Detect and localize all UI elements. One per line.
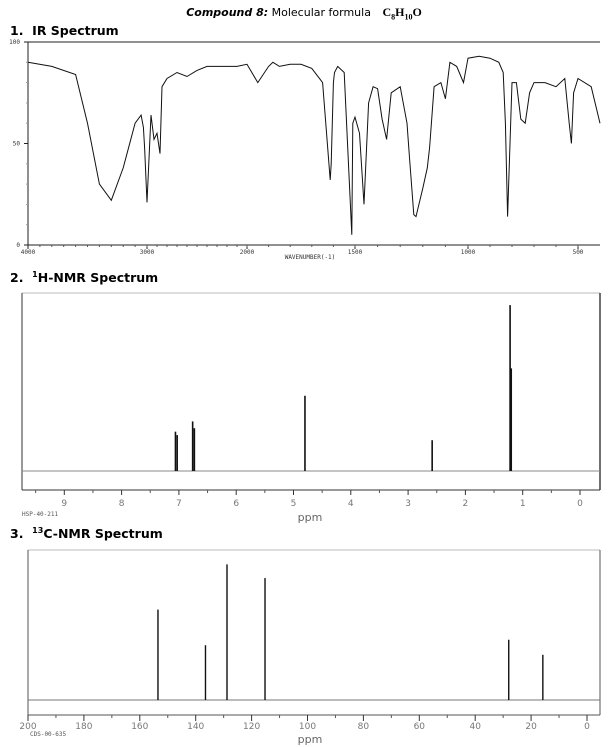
svg-text:1: 1 <box>520 499 526 509</box>
molecular-formula: C8H10O <box>382 5 422 22</box>
cnmr-peaks <box>157 564 544 700</box>
svg-text:2: 2 <box>463 499 469 509</box>
hnmr-x-axis-label: ppm <box>298 511 323 524</box>
cnmr-x-axis: 200 180 160 140 120 100 80 60 40 20 0 <box>19 715 590 732</box>
hnmr-chart: 9 8 7 6 5 4 3 2 1 0 ppm HSP-40-211 <box>21 292 601 524</box>
ir-y-axis: 100 50 0 <box>9 39 28 249</box>
svg-text:100: 100 <box>9 39 20 46</box>
svg-text:7: 7 <box>176 499 182 509</box>
hnmr-x-axis: 9 8 7 6 5 4 3 2 1 0 <box>35 490 583 509</box>
svg-text:3: 3 <box>405 499 411 509</box>
ir-x-axis: 4000 3000 2000 1500 1000 500 <box>21 245 584 256</box>
section-heading-ir: 1. IR Spectrum <box>10 23 119 38</box>
cnmr-x-axis-label: ppm <box>298 733 323 746</box>
svg-text:5: 5 <box>291 499 297 509</box>
svg-text:160: 160 <box>131 722 148 732</box>
svg-text:0: 0 <box>577 499 583 509</box>
svg-text:9: 9 <box>61 499 67 509</box>
ir-trace <box>27 55 601 235</box>
svg-text:20: 20 <box>525 722 537 732</box>
svg-text:120: 120 <box>243 722 260 732</box>
svg-text:100: 100 <box>299 722 316 732</box>
ir-x-axis-label: WAVENUMBER(-1) <box>285 254 336 261</box>
svg-text:0: 0 <box>16 242 20 249</box>
cnmr-source-id: CDS-00-635 <box>30 731 67 738</box>
svg-text:140: 140 <box>187 722 204 732</box>
svg-text:8: 8 <box>119 499 125 509</box>
svg-text:80: 80 <box>358 722 370 732</box>
cnmr-chart: 200 180 160 140 120 100 80 60 40 20 0 ppm CDS-00-6… <box>19 549 601 746</box>
svg-text:0: 0 <box>584 722 590 732</box>
hnmr-peaks <box>174 305 513 471</box>
formula-label: Molecular formula <box>271 6 371 19</box>
svg-text:3000: 3000 <box>140 249 155 256</box>
page-title: Compound 8: Molecular formula C8H10O <box>0 5 608 21</box>
svg-text:500: 500 <box>573 249 584 256</box>
section-heading-hnmr: 2. 1H-NMR Spectrum <box>10 270 159 286</box>
hnmr-source-id: HSP-40-211 <box>22 511 59 518</box>
svg-text:6: 6 <box>233 499 239 509</box>
svg-text:60: 60 <box>414 722 426 732</box>
svg-text:50: 50 <box>13 141 21 148</box>
svg-text:1000: 1000 <box>461 249 476 256</box>
svg-text:180: 180 <box>75 722 92 732</box>
svg-text:2000: 2000 <box>240 249 255 256</box>
compound-label: Compound 8: <box>186 6 269 19</box>
svg-text:4: 4 <box>348 499 354 509</box>
section-heading-cnmr: 3. 13C-NMR Spectrum <box>10 526 163 542</box>
svg-text:200: 200 <box>19 722 36 732</box>
svg-text:40: 40 <box>469 722 481 732</box>
svg-text:1500: 1500 <box>348 249 363 256</box>
svg-text:4000: 4000 <box>21 249 36 256</box>
